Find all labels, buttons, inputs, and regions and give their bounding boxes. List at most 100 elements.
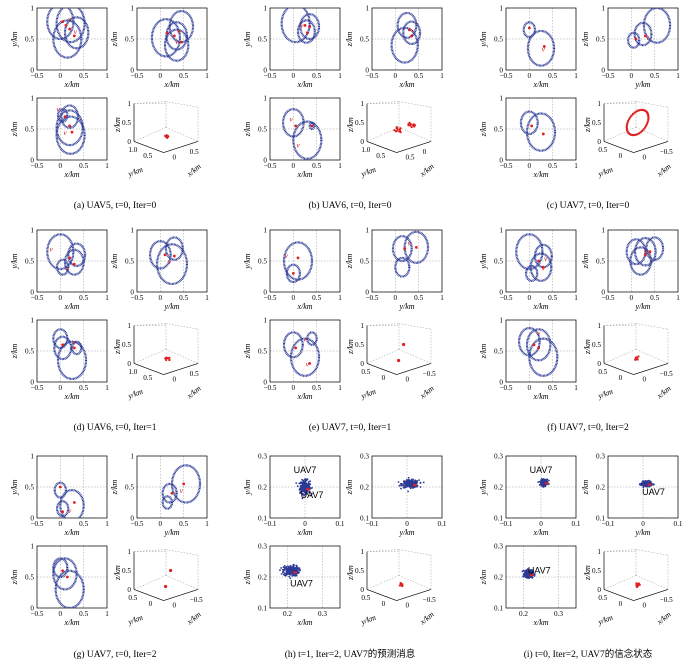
i2-cloud-point: [644, 484, 647, 487]
i3-cloud-point: [522, 573, 525, 576]
d2-xtick-label: 0.5: [179, 294, 188, 302]
h3-xtick-label: 0.2: [283, 610, 292, 618]
h2-cloud-point: [419, 482, 422, 484]
f1-ring: [515, 233, 544, 271]
d3-ytick-label: 0: [30, 379, 34, 387]
d1-xlabel: x/km: [63, 302, 79, 311]
panel3d-a4: 10.501.00.5 00.5z/kmy/km x/km: [113, 100, 203, 179]
c4-point: [647, 116, 650, 120]
i4-y-tick: 0: [619, 600, 623, 608]
d1-ring: [55, 258, 70, 276]
b1-xtick-label: −0.5: [263, 72, 276, 80]
i4-x-label: x/km: [655, 610, 673, 627]
f2-xtick-label: 1: [676, 294, 680, 302]
f3-uav-point: [537, 346, 541, 350]
g4-x-axis: [163, 589, 199, 601]
b4-point: [393, 129, 396, 132]
h3-cloud-point: [289, 567, 292, 570]
a1-plot-area: vv: [46, 8, 90, 59]
d1-ytick-label: 0.5: [25, 258, 34, 266]
i2-uav7-annotation: UAV7: [642, 487, 665, 497]
f4-point: [634, 358, 637, 361]
f2-plot-area: v: [625, 236, 665, 276]
h2-cloud-point: [402, 480, 405, 483]
g4-y-axis: [133, 589, 164, 601]
panel-i1: −0.1 0 0.1 0.1 0.2 0.3 x/km y/km UAV7: [479, 453, 581, 538]
g4-x-tick: −0.5: [190, 596, 203, 604]
h2-cloud-point: [418, 479, 420, 482]
g3-ytick-label: 0: [30, 605, 34, 613]
i2-cloud-point: [653, 483, 655, 486]
f1-xlabel: x/km: [532, 302, 548, 311]
f1-ring: [533, 243, 553, 269]
panel3d-c4: 10.500.50 0−0.5z/kmy/km x/km: [583, 100, 673, 179]
c3-xtick-label: 0.5: [548, 162, 557, 170]
h4-z-tick: 1: [360, 548, 364, 556]
a1-ylabel: y/km: [10, 31, 19, 47]
b4-top-right: [398, 101, 432, 108]
c3-xtick-label: 0: [528, 162, 532, 170]
i4-top-left: [603, 549, 637, 552]
c1-ytick-label: 0: [499, 67, 503, 75]
h3-cloud-point: [291, 567, 294, 569]
e3-vehicle-label: v: [306, 360, 310, 369]
c4-point: [631, 112, 635, 116]
i3-ytick-label: 0.3: [494, 543, 503, 551]
d4-x-tick: 0: [172, 375, 176, 383]
d4-x-tick: 0.5: [190, 370, 199, 378]
g2-plot-area: v: [161, 464, 202, 510]
g4-y-tick: 0: [149, 600, 153, 608]
h3-cloud-point: [295, 564, 298, 567]
f1-uav-point: [537, 259, 541, 263]
h3-cloud-point: [282, 573, 285, 576]
h1-xtick-label: −0.1: [263, 520, 276, 528]
h2-cloud-point: [402, 486, 405, 489]
i2-cloud-point: [639, 484, 642, 486]
g1-ytick-label: 0: [30, 515, 34, 523]
g4-top-right: [165, 549, 199, 556]
f2-xtick-label: 0.5: [650, 294, 659, 302]
i2-cloud-point: [644, 479, 647, 482]
e3-vehicle-label: v: [303, 335, 307, 344]
a3-uav-point: [70, 130, 74, 134]
h2-cloud-point: [409, 487, 412, 490]
h3-cloud-point: [284, 568, 286, 571]
f1-xtick-label: 1: [574, 294, 578, 302]
h2-xtick-label: 0: [405, 520, 409, 528]
d1-xtick-label: −0.5: [30, 294, 43, 302]
h1-cloud-point: [296, 485, 299, 488]
h4-top-left: [366, 549, 400, 552]
d3-uav-point: [61, 343, 65, 347]
b2-xtick-label: 0.5: [414, 72, 423, 80]
d2-ytick-label: 0: [130, 289, 134, 297]
c4-point: [641, 129, 644, 133]
h2-cloud-point: [405, 485, 408, 488]
panel-h2: −0.1 0 0.1 0.1 0.2 0.3 y/km z/km: [345, 453, 447, 538]
d4-point: [164, 357, 167, 360]
d3-vehicle-label: v: [73, 338, 77, 347]
e3-ytick-label: 0.5: [258, 348, 267, 356]
c4-point: [647, 118, 650, 122]
c3-ytick-label: 1: [499, 95, 503, 103]
f3-xtick-label: 0: [528, 384, 532, 392]
panel-g3: −0.5 0 0.5 100.51x/kmz/km: [10, 543, 109, 628]
a2-xtick-label: 1: [205, 72, 209, 80]
b4-y-label: y/km: [359, 165, 377, 179]
a1-xtick-label: −0.5: [30, 72, 43, 80]
b1-uav-point: [303, 23, 307, 27]
g1-ytick-label: 0.5: [25, 484, 34, 492]
h2-cloud-point: [407, 481, 410, 484]
d2-ring: [155, 243, 189, 286]
d4-x-label: x/km: [185, 384, 203, 401]
h3-cloud-point: [289, 565, 292, 568]
b4-point: [399, 127, 402, 130]
h2-cloud-point: [400, 487, 402, 490]
h4-y-tick: 0.5: [361, 594, 370, 602]
i1-cloud-point: [542, 481, 544, 484]
h3-uav-point: [294, 571, 298, 574]
c2-xtick-label: −0.5: [601, 72, 614, 80]
h3-cloud-point: [283, 564, 286, 567]
e2-frame: [371, 229, 443, 293]
